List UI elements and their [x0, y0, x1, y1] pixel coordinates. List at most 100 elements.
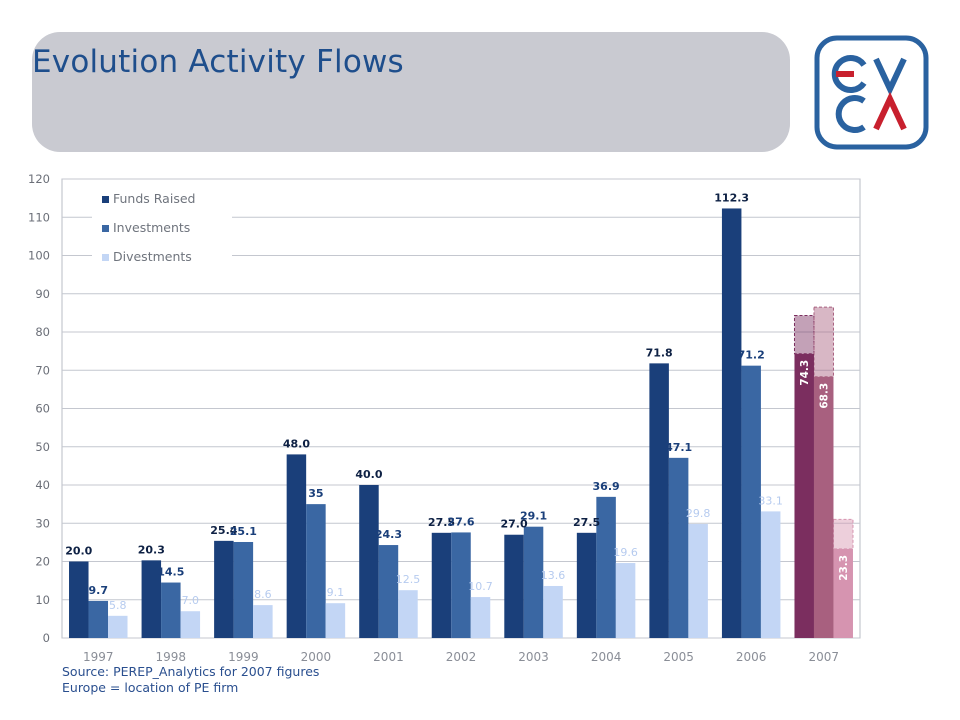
- bar-funds-raised: [794, 353, 814, 638]
- bar-divestments: [760, 511, 781, 638]
- y-tick-label: 80: [35, 325, 50, 339]
- bar-divestments: [615, 563, 636, 638]
- bar-funds-raised: [504, 534, 524, 638]
- bar-investments: [523, 526, 544, 638]
- data-label: 20.3: [138, 543, 165, 556]
- bar-divestments: [398, 590, 418, 638]
- bar-divestments: [253, 605, 273, 638]
- bar-divestments: [108, 615, 128, 638]
- bar-investments: [668, 457, 689, 638]
- forecast-bar-2007: [793, 315, 815, 355]
- legend-box: [92, 182, 232, 274]
- bar-investments: [741, 365, 761, 638]
- y-tick-label: 30: [35, 516, 50, 530]
- bar-investments: [378, 545, 399, 638]
- y-tick-label: 10: [35, 593, 50, 607]
- bar-investments: [596, 496, 616, 638]
- data-label: 27.0: [500, 518, 527, 531]
- data-label: 25.1: [230, 525, 257, 538]
- y-tick-label: 100: [28, 249, 50, 263]
- data-label: 27.5: [573, 516, 600, 529]
- legend-swatch: [102, 196, 109, 203]
- data-label: 68.3: [819, 383, 831, 409]
- data-label: 24.3: [375, 528, 402, 541]
- data-label: 35: [308, 487, 323, 500]
- data-label: 9.1: [327, 586, 345, 599]
- data-label: 74.3: [799, 360, 811, 386]
- forecast-bar-2007: [832, 518, 854, 550]
- bar-investments: [813, 376, 834, 638]
- data-label: 20.0: [65, 545, 92, 558]
- forecast-bar-2007: [813, 306, 834, 378]
- data-label: 12.5: [396, 573, 421, 586]
- bar-funds-raised: [576, 532, 597, 638]
- bar-funds-raised: [649, 363, 669, 638]
- data-label: 71.8: [646, 346, 673, 359]
- bar-divestments: [180, 611, 201, 638]
- y-tick-label: 0: [43, 631, 50, 645]
- data-label: 33.1: [758, 494, 783, 507]
- data-label: 112.3: [714, 191, 749, 204]
- page-title: Evolution Activity Flows: [32, 44, 404, 80]
- data-label: 36.9: [593, 480, 620, 493]
- y-tick-label: 20: [35, 555, 50, 569]
- x-tick-label: 2000: [301, 650, 332, 664]
- bar-investments: [306, 504, 326, 638]
- x-tick-label: 1997: [83, 650, 114, 664]
- bar-investments: [451, 532, 471, 638]
- x-tick-label: 2002: [446, 650, 477, 664]
- legend-label: Divestments: [113, 249, 192, 264]
- bar-funds-raised: [69, 561, 89, 638]
- data-label: 8.6: [254, 588, 272, 601]
- x-tick-label: 2006: [736, 650, 767, 664]
- data-label: 47.1: [665, 441, 692, 454]
- data-label: 7.0: [182, 594, 200, 607]
- data-label: 19.6: [613, 546, 638, 559]
- bar-divestments: [543, 585, 563, 638]
- data-label: 40.0: [355, 468, 382, 481]
- legend-swatch: [102, 254, 109, 261]
- bar-investments: [88, 600, 109, 638]
- bar-divestments: [325, 603, 346, 638]
- legend-label: Funds Raised: [113, 191, 195, 206]
- data-label: 71.2: [738, 349, 765, 362]
- x-tick-label: 2005: [663, 650, 694, 664]
- bar-divestments: [470, 597, 491, 638]
- bar-funds-raised: [286, 454, 307, 638]
- y-tick-label: 40: [35, 478, 50, 492]
- data-label: 10.7: [468, 580, 493, 593]
- data-label: 9.7: [89, 584, 109, 597]
- bar-funds-raised: [721, 208, 742, 638]
- x-tick-label: 1998: [156, 650, 187, 664]
- bar-funds-raised: [431, 532, 452, 638]
- data-label: 27.6: [447, 515, 474, 528]
- source-note: Source: PEREP_Analytics for 2007 figures…: [62, 664, 319, 696]
- bar-investments: [161, 582, 181, 638]
- title-banner: [32, 32, 790, 152]
- source-line-1: Source: PEREP_Analytics for 2007 figures: [62, 664, 320, 679]
- data-label: 48.0: [283, 437, 310, 450]
- bar-funds-raised: [359, 485, 379, 638]
- data-label: 25.4: [210, 524, 237, 537]
- y-tick-label: 70: [35, 363, 50, 377]
- legend-label: Investments: [113, 220, 190, 235]
- bar-divestments: [688, 524, 708, 638]
- data-label: 14.5: [157, 566, 184, 579]
- y-tick-label: 50: [35, 440, 50, 454]
- x-tick-label: 1999: [228, 650, 259, 664]
- data-label: 29.1: [520, 510, 547, 523]
- evca-logo: [814, 35, 929, 150]
- data-label: 29.8: [686, 507, 711, 520]
- bar-investments: [233, 541, 254, 638]
- bar-divestments: [833, 548, 853, 638]
- y-tick-label: 120: [28, 172, 50, 186]
- y-tick-label: 60: [35, 402, 50, 416]
- source-line-2: Europe = location of PE firm: [62, 680, 239, 695]
- x-tick-label: 2001: [373, 650, 404, 664]
- bar-funds-raised: [214, 540, 234, 638]
- data-label: 23.3: [838, 555, 850, 581]
- data-label: 13.6: [541, 569, 566, 582]
- bar-funds-raised: [141, 560, 162, 638]
- x-tick-label: 2003: [518, 650, 549, 664]
